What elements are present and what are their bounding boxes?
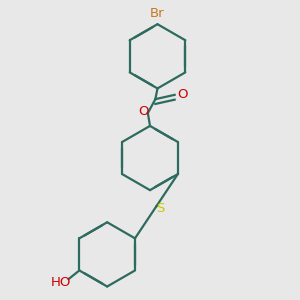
Text: S: S — [157, 202, 165, 215]
Text: HO: HO — [51, 276, 71, 289]
Text: O: O — [138, 106, 149, 118]
Text: O: O — [177, 88, 188, 101]
Text: Br: Br — [150, 7, 165, 20]
